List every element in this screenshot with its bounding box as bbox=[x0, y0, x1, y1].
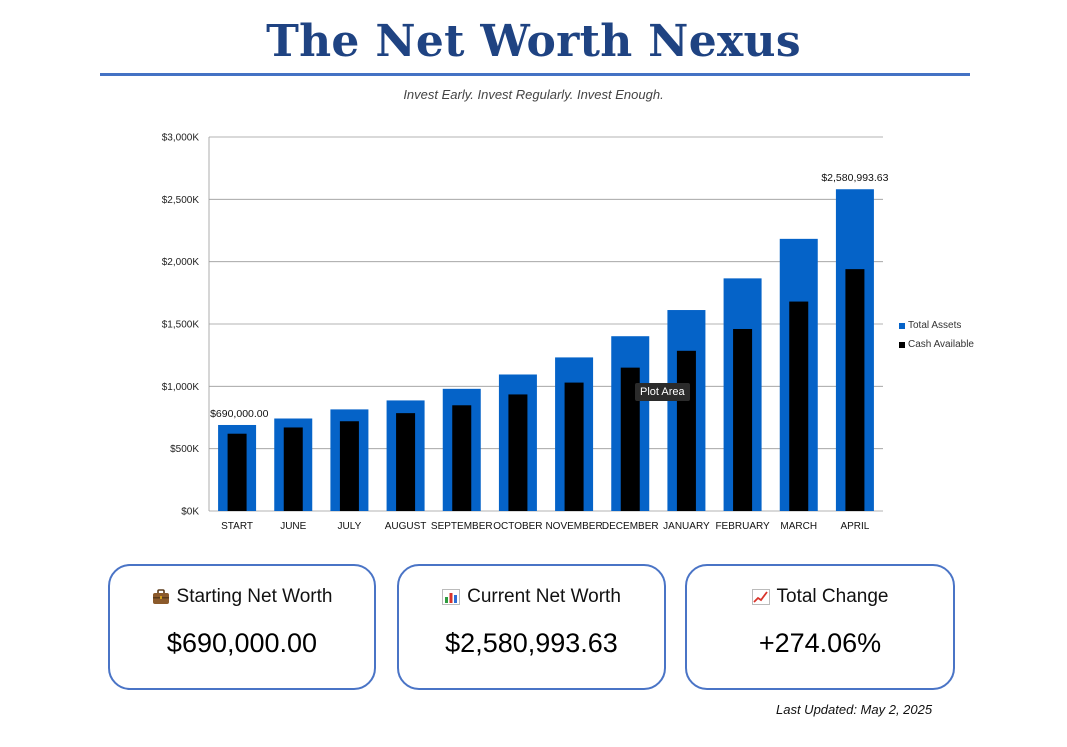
briefcase-icon bbox=[152, 589, 170, 605]
data-labels: $690,000.00 $2,580,993.63 bbox=[210, 172, 889, 420]
x-tick-label: JUNE bbox=[280, 521, 306, 532]
chart-legend[interactable]: Total Assets Cash Available bbox=[899, 316, 974, 354]
bar-cash-available[interactable] bbox=[564, 382, 584, 511]
bar-cash-available[interactable] bbox=[227, 433, 247, 511]
y-axis-ticks: $0K $500K $1,000K $1,500K $2,000K $2,500K $3,0… bbox=[162, 133, 200, 518]
x-axis-ticks: START JUNE JULY AUGUST SEPTEMBER OCTOBER NOVEM… bbox=[221, 521, 870, 532]
bar-cash-available[interactable] bbox=[676, 350, 696, 511]
y-tick-label: $1,500K bbox=[162, 320, 200, 331]
x-tick-label: START bbox=[221, 521, 253, 532]
y-tick-label: $3,000K bbox=[162, 133, 200, 144]
legend-label: Cash Available bbox=[908, 339, 974, 350]
card-value: +274.06% bbox=[758, 628, 882, 658]
y-tick-label: $2,500K bbox=[162, 195, 200, 206]
page-title: The Net Worth Nexus bbox=[266, 16, 801, 67]
chart-bars[interactable] bbox=[218, 189, 874, 511]
last-updated: Last Updated: May 2, 2025 bbox=[776, 702, 933, 717]
x-tick-label: FEBRUARY bbox=[715, 521, 770, 532]
bar-cash-available[interactable] bbox=[789, 301, 809, 511]
page-subtitle: Invest Early. Invest Regularly. Invest E… bbox=[403, 87, 664, 102]
x-tick-label: AUGUST bbox=[385, 521, 427, 532]
legend-swatch-total-assets bbox=[899, 322, 905, 329]
current-net-worth-card: Current Net Worth $2,580,993.63 bbox=[397, 564, 666, 690]
x-tick-label: SEPTEMBER bbox=[431, 521, 493, 532]
total-change-card: Total Change +274.06% bbox=[685, 564, 955, 690]
x-tick-label: JULY bbox=[338, 521, 362, 532]
x-tick-label: NOVEMBER bbox=[545, 521, 602, 532]
starting-net-worth-card: Starting Net Worth $690,000.00 bbox=[108, 564, 376, 690]
data-label: $2,580,993.63 bbox=[821, 172, 888, 184]
legend-item-total-assets[interactable]: Total Assets bbox=[899, 316, 974, 335]
bar-cash-available[interactable] bbox=[339, 421, 359, 511]
legend-item-cash-available[interactable]: Cash Available bbox=[899, 335, 974, 354]
bar-cash-available[interactable] bbox=[620, 367, 640, 511]
bar-cash-available[interactable] bbox=[452, 405, 472, 511]
card-label: Starting Net Worth bbox=[176, 586, 333, 607]
legend-label: Total Assets bbox=[908, 320, 962, 331]
bar-chart-icon bbox=[442, 589, 461, 605]
legend-swatch-cash-available bbox=[899, 341, 905, 348]
x-tick-label: JANUARY bbox=[663, 521, 710, 532]
y-tick-label: $500K bbox=[170, 444, 199, 455]
trend-up-icon bbox=[751, 589, 770, 605]
card-label: Current Net Worth bbox=[467, 586, 621, 607]
bar-cash-available[interactable] bbox=[396, 413, 416, 511]
x-tick-label: APRIL bbox=[840, 521, 869, 532]
title-divider bbox=[100, 73, 970, 76]
y-tick-label: $2,000K bbox=[162, 257, 200, 268]
bar-cash-available[interactable] bbox=[845, 269, 865, 511]
plot-area-tooltip: Plot Area bbox=[635, 383, 690, 401]
x-tick-label: DECEMBER bbox=[602, 521, 659, 532]
chart-gridlines bbox=[208, 136, 883, 512]
bar-cash-available[interactable] bbox=[283, 427, 303, 511]
y-tick-label: $1,000K bbox=[162, 382, 200, 393]
card-label: Total Change bbox=[776, 586, 889, 607]
net-worth-bar-chart[interactable]: $0K $500K $1,000K $1,500K $2,000K $2,500K $3,0… bbox=[0, 0, 1067, 560]
card-value: $2,580,993.63 bbox=[445, 628, 618, 658]
card-value: $690,000.00 bbox=[166, 628, 318, 658]
y-tick-label: $0K bbox=[181, 507, 199, 518]
bar-cash-available[interactable] bbox=[733, 328, 753, 511]
data-label: $690,000.00 bbox=[210, 408, 269, 420]
x-tick-label: MARCH bbox=[780, 521, 817, 532]
bar-cash-available[interactable] bbox=[508, 394, 528, 511]
x-tick-label: OCTOBER bbox=[493, 521, 542, 532]
